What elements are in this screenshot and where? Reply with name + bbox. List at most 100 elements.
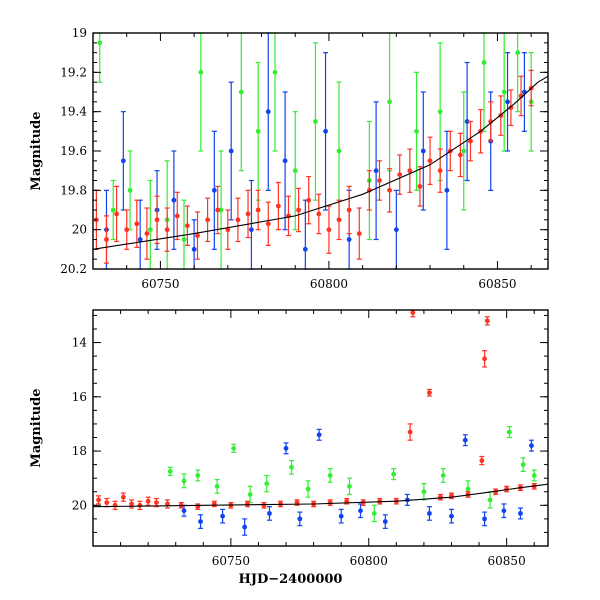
top-data-point	[147, 227, 153, 233]
top-point	[248, 179, 254, 270]
bottom-data-point	[195, 473, 201, 478]
bottom-point	[327, 499, 333, 506]
bottom-data-point	[327, 500, 333, 505]
bottom-point	[517, 507, 523, 520]
bottom-point	[371, 504, 377, 523]
bottom-point	[421, 483, 427, 501]
top-point	[282, 91, 288, 231]
top-data-point	[104, 237, 109, 242]
top-point	[205, 197, 211, 243]
bottom-data-point	[347, 483, 352, 489]
bottom-data-point	[167, 469, 173, 474]
top-point	[414, 71, 420, 191]
bottom-data-point	[267, 511, 272, 516]
top-y-axis-label: Magnitude	[29, 111, 44, 190]
bottom-point	[382, 514, 388, 529]
bottom-data-point	[129, 501, 135, 507]
top-point	[306, 175, 312, 225]
top-data-point	[326, 227, 332, 233]
bottom-data-point	[501, 508, 507, 514]
top-data-point	[255, 207, 261, 213]
top-point	[137, 199, 143, 270]
bottom-point	[501, 503, 507, 519]
top-y-tick-label: 19	[72, 26, 87, 40]
top-point	[461, 91, 467, 211]
bottom-data-point	[358, 508, 363, 514]
top-point	[174, 191, 180, 241]
top-data-point	[316, 211, 322, 217]
top-data-point	[164, 227, 170, 233]
top-point	[387, 168, 393, 213]
top-point	[515, 32, 521, 113]
bottom-point	[145, 496, 151, 506]
bottom-data-point	[165, 501, 170, 507]
bottom-point	[264, 474, 270, 493]
top-data-point	[265, 221, 271, 227]
top-data-point	[245, 211, 251, 217]
bottom-data-point	[231, 445, 237, 451]
bottom-point	[391, 468, 397, 481]
top-data-point	[184, 223, 190, 229]
top-y-tick-label: 19.2	[60, 65, 87, 79]
bottom-data-point	[438, 494, 443, 500]
bottom-point	[316, 428, 322, 441]
top-data-point	[171, 197, 177, 203]
top-point	[191, 219, 197, 270]
top-axes: 60750 60800 60850 19 19.2 19.4 19.6 19.8 20 20.2	[60, 26, 548, 291]
bottom-point	[410, 309, 416, 318]
top-data-point	[134, 221, 140, 227]
top-point	[312, 42, 318, 201]
bottom-point	[211, 500, 217, 508]
bottom-data-point	[518, 511, 523, 516]
top-point	[444, 130, 450, 250]
bottom-point	[297, 511, 303, 527]
bottom-point	[195, 503, 201, 510]
top-data-point	[249, 227, 254, 233]
top-data-point	[306, 197, 312, 203]
top-data-point	[144, 231, 150, 237]
bottom-data-point	[427, 511, 432, 516]
bottom-point	[153, 497, 159, 508]
bottom-data-point	[506, 429, 512, 435]
top-point	[397, 154, 403, 195]
bottom-data-point	[407, 429, 413, 435]
top-data-point	[120, 158, 126, 164]
top-point	[265, 201, 271, 246]
top-data-point	[191, 246, 197, 252]
top-data-point	[174, 213, 180, 219]
top-data-point	[427, 158, 433, 164]
top-point	[171, 150, 177, 250]
top-data-point	[508, 105, 514, 111]
bottom-point	[426, 388, 432, 397]
top-point	[393, 189, 399, 270]
top-point	[265, 32, 271, 191]
bottom-point	[482, 511, 488, 527]
bottom-point	[506, 426, 512, 439]
top-point	[211, 130, 217, 250]
top-data-point	[265, 109, 271, 115]
top-point	[215, 185, 221, 235]
bottom-y-tick-label: 14	[72, 336, 88, 350]
top-data-point	[407, 168, 413, 174]
top-data-point	[228, 148, 234, 154]
top-point	[272, 32, 278, 152]
bottom-data-point	[181, 508, 187, 514]
bottom-point	[289, 459, 295, 475]
top-data-point	[346, 207, 352, 213]
bottom-point	[195, 469, 201, 482]
top-panel: 60750 60800 608501919.219.419.619.82020.2 …	[29, 26, 549, 291]
bottom-x-tick-label: 60750	[212, 554, 250, 568]
bottom-point	[487, 491, 493, 509]
top-point	[144, 207, 150, 260]
top-data-point	[292, 168, 298, 174]
top-point	[326, 205, 332, 254]
bottom-data-point	[154, 500, 159, 505]
top-data-point	[275, 203, 281, 209]
bottom-data-point	[465, 486, 471, 492]
bottom-data-point	[297, 516, 303, 522]
top-data-point	[225, 227, 231, 233]
bottom-data-point	[531, 473, 537, 478]
top-point	[184, 205, 190, 246]
top-point	[467, 120, 473, 162]
